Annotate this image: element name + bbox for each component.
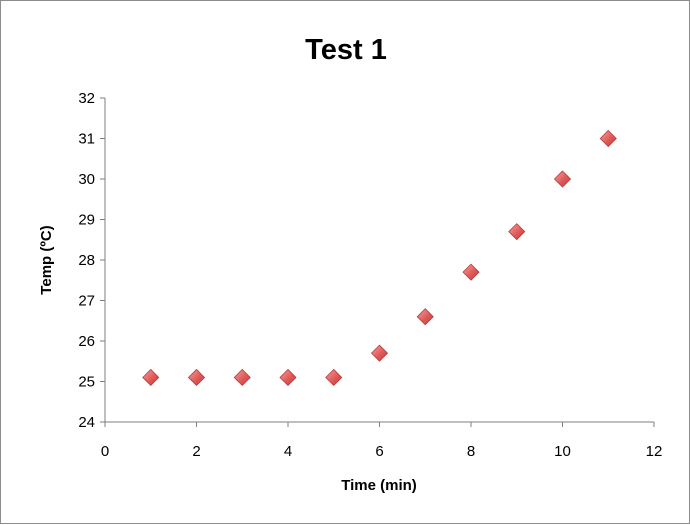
x-tick-label: 8	[467, 443, 475, 460]
y-tick-label: 31	[78, 131, 95, 148]
x-tick-label: 6	[375, 443, 383, 460]
x-axis: 0 2 4 6 8 10 12	[101, 421, 663, 460]
x-tick-label: 12	[646, 443, 663, 460]
data-point	[508, 223, 526, 241]
chart-title: Test 1	[305, 34, 387, 66]
y-tick-label: 24	[78, 414, 95, 431]
y-tick-label: 29	[78, 212, 95, 229]
data-point	[142, 368, 160, 387]
x-tick-label: 10	[554, 443, 571, 460]
data-point	[279, 368, 297, 387]
data-points	[142, 129, 617, 387]
y-tick-label: 28	[78, 252, 95, 269]
data-point	[187, 368, 206, 387]
data-point	[325, 368, 343, 387]
y-axis: 24 25 26 27 28 29 30 31 32	[78, 90, 106, 431]
data-point	[370, 344, 389, 362]
y-tick-label: 32	[78, 90, 95, 107]
x-tick-label: 2	[192, 443, 200, 460]
y-tick-label: 30	[78, 171, 95, 188]
data-point	[553, 170, 572, 188]
y-tick-label: 27	[78, 293, 95, 310]
y-tick-label: 25	[78, 374, 95, 391]
data-point	[233, 368, 251, 387]
data-point	[462, 263, 480, 281]
data-point	[416, 308, 434, 326]
x-axis-title: Time (min)	[341, 477, 417, 494]
y-axis-title: Temp (ºC)	[38, 225, 55, 294]
y-tick-label: 26	[78, 333, 95, 350]
x-tick-label: 0	[101, 443, 109, 460]
x-tick-label: 4	[284, 443, 292, 460]
data-point	[599, 129, 617, 148]
